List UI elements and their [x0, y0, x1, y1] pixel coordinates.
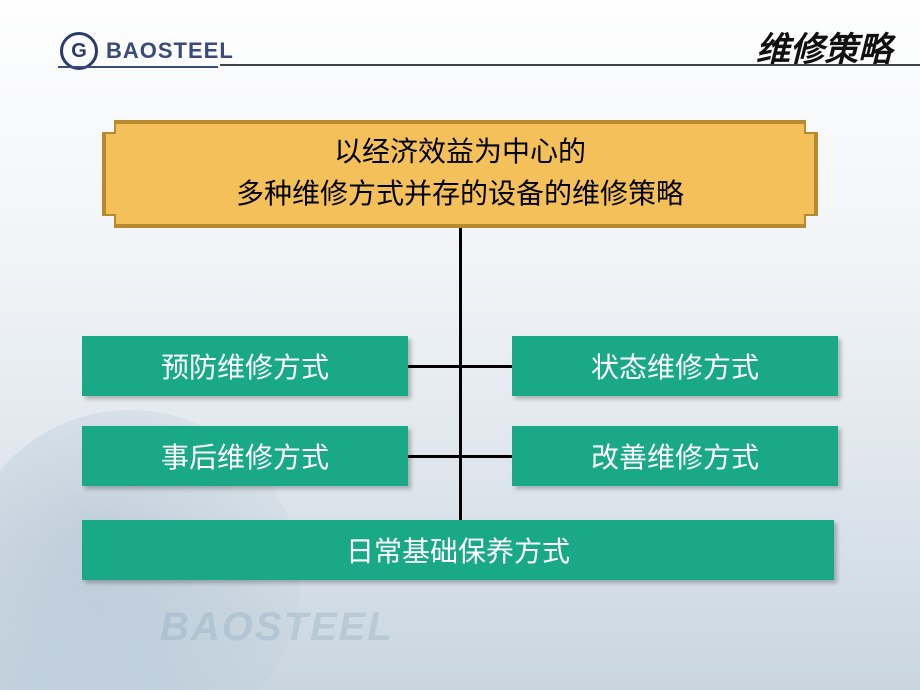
method-box-routine: 日常基础保养方式 [82, 520, 834, 580]
connector-vertical [459, 228, 462, 520]
strategy-root-inner: 以经济效益为中心的 多种维修方式并存的设备的维修策略 [106, 124, 814, 224]
strategy-root-line2: 多种维修方式并存的设备的维修策略 [236, 174, 684, 216]
connector-horizontal-row2 [408, 455, 512, 458]
method-box-condition: 状态维修方式 [512, 336, 838, 396]
diagram: BAOSTEEL 以经济效益为中心的 多种维修方式并存的设备的维修策略 预防维修… [0, 0, 920, 690]
method-box-improvement: 改善维修方式 [512, 426, 838, 486]
strategy-root-box: 以经济效益为中心的 多种维修方式并存的设备的维修策略 [102, 120, 818, 228]
watermark-text: BAOSTEEL [160, 605, 394, 650]
connector-horizontal-row1 [408, 365, 512, 368]
method-box-preventive: 预防维修方式 [82, 336, 408, 396]
method-box-corrective: 事后维修方式 [82, 426, 408, 486]
strategy-root-line1: 以经济效益为中心的 [334, 132, 586, 174]
